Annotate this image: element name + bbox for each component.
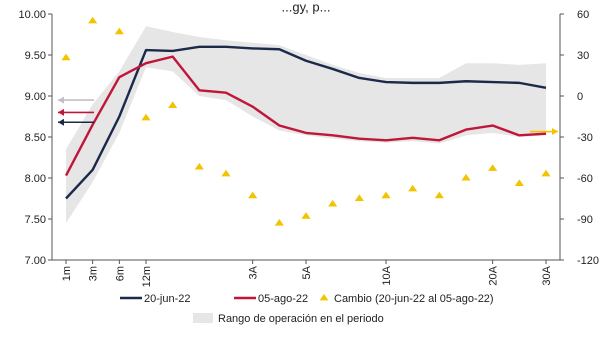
y-left-tick-label: 8.50 [25,132,46,144]
x-tick-label: 3A [248,265,260,279]
legend-label: 20-jun-22 [144,293,190,305]
change-point [434,191,444,199]
legend-label: 05-ago-22 [258,293,308,305]
change-point [354,194,364,201]
change-point [114,27,124,35]
change-point [541,169,551,177]
legend-band-swatch [193,313,213,323]
change-point [408,184,418,192]
y-right-tick-label: 30 [577,50,589,62]
y-left-tick-label: 9.00 [25,91,46,103]
x-tick-label: 6m [114,266,126,281]
change-point [488,164,498,171]
arrow-head [58,118,64,126]
chart-title: ...gy, p... [282,0,331,15]
change-point [221,169,231,177]
series-line [64,55,547,177]
series-line [65,45,547,200]
change-point [248,191,258,199]
right-axis-arrow [530,128,558,136]
y-right-tick-label: 60 [577,9,589,21]
y-right-tick-label: -90 [577,214,593,226]
x-tick-label: 10A [381,265,393,285]
change-point [61,53,71,61]
change-point [141,113,151,121]
left-axis-arrow [58,108,94,116]
x-tick-label: 30A [541,265,553,285]
change-point [461,173,471,181]
x-tick-label: 20A [488,265,500,285]
arrow-head [58,96,64,104]
arrow-head [552,128,558,136]
y-right-tick-label: -120 [577,255,599,267]
change-point [381,191,391,199]
change-point [194,162,204,170]
change-point [514,179,524,186]
y-right-tick-label: 0 [577,91,583,103]
y-left-tick-label: 7.50 [25,214,46,226]
change-point [88,16,98,24]
legend-label: Cambio (20-jun-22 al 05-ago-22) [334,293,494,305]
y-right-tick-label: -30 [577,132,593,144]
y-left-tick-label: 10.00 [18,9,46,21]
x-tick-label: 5A [301,265,313,279]
left-axis-arrow [58,118,94,126]
legend: 20-jun-22 05-ago-22 Cambio (20-jun-22 al 0… [120,293,494,325]
y-right-tick-label: -60 [577,173,593,185]
change-point [274,218,284,226]
legend-marker [319,294,329,301]
left-axis-arrow [58,96,94,104]
x-tick-label: 1m [61,266,73,281]
legend-band-label: Rango de operación en el periodo [218,313,384,325]
y-left-tick-label: 9.50 [25,50,46,62]
plot-area: 7.00 7.50 8.00 8.50 9.00 9.50 10.00 -120 -90 -60 -… [18,9,599,287]
y-left-tick-label: 7.00 [25,255,46,267]
change-point [168,101,178,109]
y-left-tick-label: 8.00 [25,173,46,185]
x-tick-label: 12m [141,266,153,287]
range-band [66,26,546,224]
change-point [301,212,311,219]
x-tick-label: 3m [88,266,100,281]
change-point [328,199,338,207]
arrow-head [58,108,64,116]
